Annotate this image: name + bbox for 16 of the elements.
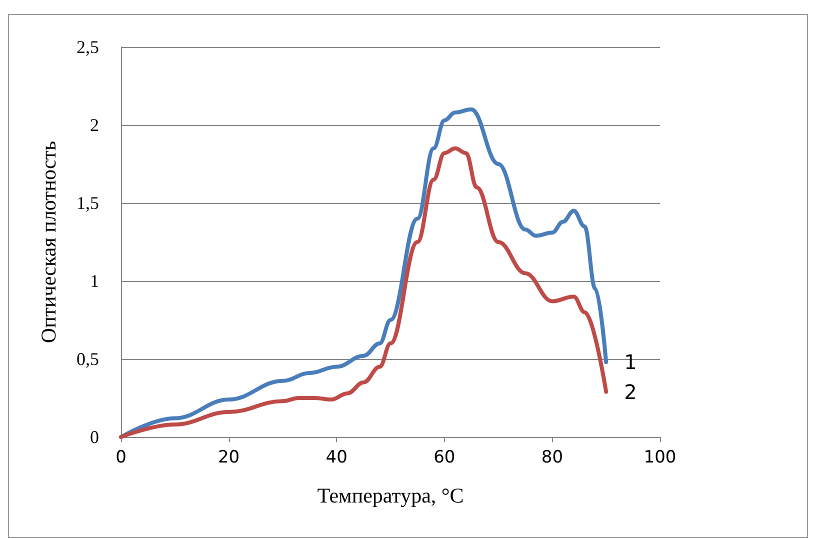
x-tick-label: 80 [541,448,564,468]
y-tick-label: 2,5 [76,37,99,57]
x-axis-title: Температура, °C [317,484,464,508]
series-label: 2 [624,380,637,404]
x-tick-label: 100 [644,448,676,468]
x-tick-label: 40 [326,448,348,468]
y-tick-label: 0,5 [76,349,99,369]
series-label: 1 [624,350,637,374]
y-tick-label: 1 [90,271,99,291]
y-tick-label: 1,5 [76,193,99,213]
y-tick-label: 2 [90,115,99,135]
x-tick-label: 20 [218,448,240,468]
x-tick-label: 0 [116,448,126,468]
x-tick-label: 60 [434,448,456,468]
y-tick-label: 0 [90,427,99,447]
y-axis-title: Оптическая плотность [36,140,60,344]
